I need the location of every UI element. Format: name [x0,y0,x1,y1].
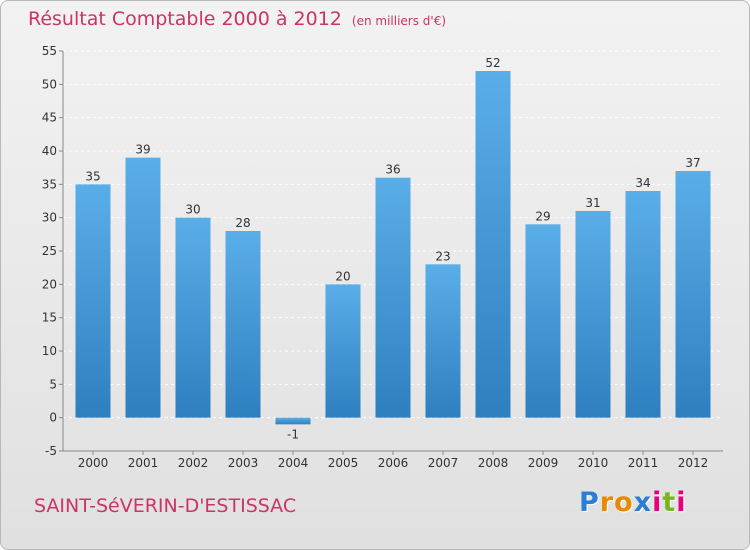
data-label: 52 [485,56,500,70]
data-label: 35 [85,169,100,183]
y-tick-label: 5 [49,377,57,391]
x-tick-label: 2005 [328,456,359,470]
data-label: 31 [585,196,600,210]
data-label: 29 [535,209,550,223]
commune-name: SAINT-SéVERIN-D'ESTISSAC [34,495,297,517]
x-tick-label: 2001 [128,456,159,470]
bar [625,191,661,418]
chart-subtitle: (en milliers d'€) [351,14,447,28]
x-tick-label: 2007 [428,456,459,470]
x-tick-label: 2011 [628,456,659,470]
x-tick-label: 2006 [378,456,409,470]
bar [225,231,261,418]
bar [125,157,161,418]
x-tick-label: 2012 [678,456,709,470]
y-tick-label: 35 [42,177,57,191]
y-tick-label: -5 [45,444,57,458]
bar [75,184,111,418]
logo-letter: x [633,487,653,518]
x-tick-label: 2008 [478,456,509,470]
data-label: 28 [235,216,250,230]
data-label: -1 [287,427,299,441]
logo-letter: P [579,487,600,518]
bar [525,224,561,418]
bar [275,417,311,425]
y-tick-label: 45 [42,111,57,125]
data-label: 36 [385,163,400,177]
y-tick-label: 55 [42,44,57,58]
chart-title: Résultat Comptable 2000 à 2012 (en millie… [28,8,446,30]
y-tick-label: 0 [49,411,57,425]
data-label: 34 [635,176,650,190]
logo-letter: t [662,487,677,518]
x-tick-label: 2004 [278,456,309,470]
y-tick-label: 20 [42,277,57,291]
x-tick-label: 2000 [78,456,109,470]
y-tick-label: 25 [42,244,57,258]
logo-letter: i [652,487,663,518]
y-tick-label: 50 [42,77,57,91]
bar [475,71,511,418]
bar [325,284,361,418]
x-tick-label: 2002 [178,456,209,470]
data-label: 20 [335,269,350,283]
x-tick-label: 2003 [228,456,259,470]
x-tick-label: 2010 [578,456,609,470]
data-label: 39 [135,143,150,157]
bar [375,177,411,418]
y-tick-label: 15 [42,311,57,325]
data-label: 30 [185,203,200,217]
bar [575,211,611,418]
bar [675,171,711,418]
logo-letter: o [614,487,634,518]
y-tick-label: 30 [42,211,57,225]
data-label: 37 [685,156,700,170]
bar [175,217,211,418]
logo-letter: i [676,487,687,518]
data-label: 23 [435,249,450,263]
proxiti-logo: Proxiti [579,487,687,518]
logo-letter: r [599,487,615,518]
x-tick-label: 2009 [528,456,559,470]
bar [425,264,461,418]
y-tick-label: 40 [42,144,57,158]
y-tick-label: 10 [42,344,57,358]
title-text: Résultat Comptable 2000 à 2012 [28,8,342,30]
